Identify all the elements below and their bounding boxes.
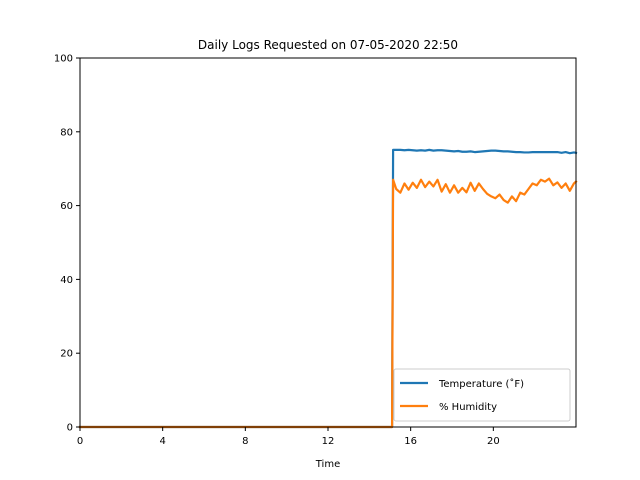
y-tick-label: 0 [67,423,73,434]
y-tick-label: 60 [60,201,73,212]
x-axis-ticks: 0 4 8 12 16 20 [77,427,500,447]
legend-box [393,368,571,422]
legend-label-humidity: % Humidity [439,402,497,413]
legend: Temperature (˚F) % Humidity [393,368,571,422]
x-tick-label: 20 [487,436,500,447]
x-axis-label: Time [315,459,340,470]
x-tick-label: 4 [159,436,165,447]
y-tick-label: 40 [60,275,73,286]
chart-title: Daily Logs Requested on 07-05-2020 22:50 [198,38,458,52]
series-line-temperature [78,148,578,429]
y-tick-label: 100 [54,54,73,65]
series-layer [78,148,578,429]
y-tick-label: 80 [60,127,73,138]
y-tick-label: 20 [60,349,73,360]
legend-label-temperature: Temperature (˚F) [438,378,524,390]
series-line-humidity [78,177,578,429]
x-tick-label: 0 [77,436,83,447]
x-tick-label: 8 [242,436,248,447]
y-axis-ticks: 0 20 40 60 80 100 [54,54,80,434]
x-tick-label: 12 [322,436,335,447]
x-tick-label: 16 [404,436,417,447]
